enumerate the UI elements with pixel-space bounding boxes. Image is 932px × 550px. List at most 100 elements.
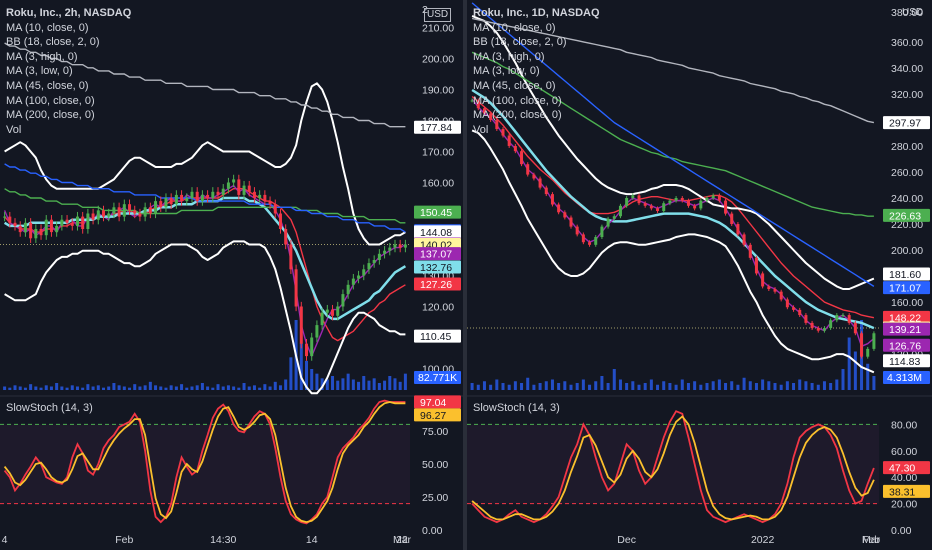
left-candle — [44, 219, 48, 236]
right-volume-bar — [569, 384, 573, 390]
right-candle — [748, 244, 752, 258]
right-x-tick: 2022 — [751, 534, 775, 546]
left-indicator-ma3-low[interactable]: MA (3, low, 0) — [6, 65, 73, 78]
left-volume-bar — [133, 384, 137, 390]
left-indicator-ma45[interactable]: MA (45, close, 0) — [6, 79, 89, 92]
left-price-label: 132.76 — [420, 262, 452, 274]
right-candle — [686, 200, 690, 206]
left-price-label-box — [414, 247, 461, 261]
right-series-line — [471, 129, 875, 374]
left-candle — [112, 207, 116, 214]
right-candle — [674, 198, 678, 201]
right-volume-bar — [711, 381, 715, 390]
right-volume-bar — [606, 383, 610, 390]
left-x-tick: Feb — [115, 534, 133, 546]
right-candle — [699, 200, 703, 209]
right-price-tick: 340.00 — [891, 63, 923, 75]
right-stoch-label-box — [883, 461, 930, 475]
left-indicator-ma100[interactable]: MA (100, close, 0) — [6, 94, 95, 107]
left-volume-bar — [190, 386, 194, 390]
right-volume-bar — [649, 379, 653, 390]
right-indicator-ma100[interactable]: MA (100, close, 0) — [473, 94, 562, 107]
right-price-tick: 220.00 — [891, 219, 923, 231]
left-indicator-vol[interactable]: Vol — [6, 123, 22, 136]
right-candle — [575, 226, 579, 235]
left-candle — [315, 325, 319, 338]
right-indicator-ma3-high[interactable]: MA (3, high, 0) — [473, 50, 545, 63]
left-chart-svg[interactable]: 2210.00200.00190.00180.00170.00160.00150… — [0, 0, 463, 550]
right-volume-bar — [835, 379, 839, 390]
right-indicator-ma3-low[interactable]: MA (3, low, 0) — [473, 65, 540, 78]
right-stoch-tick: 20.00 — [891, 499, 917, 511]
right-volume-bar — [637, 384, 641, 390]
left-indicator-ma10[interactable]: MA (10, close, 0) — [6, 21, 89, 34]
right-indicator-bb[interactable]: BB (18, close, 2, 0) — [473, 36, 567, 49]
left-candle — [367, 263, 371, 270]
right-volume-bar — [754, 383, 758, 390]
left-candle — [403, 244, 407, 248]
right-volume-bar — [804, 381, 808, 390]
right-chart-svg[interactable]: 380.00360.00340.00320.00300.00280.00260.… — [467, 0, 932, 550]
right-chart-pane[interactable]: 380.00360.00340.00320.00300.00280.00260.… — [467, 0, 932, 550]
left-candle — [34, 229, 38, 239]
right-candle — [705, 198, 709, 201]
right-candle — [581, 234, 585, 243]
left-volume-bar — [372, 378, 376, 390]
left-volume-bar — [305, 360, 308, 390]
right-price-label: 114.83 — [889, 356, 920, 368]
left-indicator-bb[interactable]: BB (18, close, 2, 0) — [6, 36, 100, 49]
left-price-label-box — [414, 260, 461, 274]
right-stoch-band — [467, 424, 879, 504]
left-candle — [206, 194, 210, 198]
right-indicator-ma10[interactable]: MA (10, close, 0) — [473, 21, 556, 34]
left-stoch-label[interactable]: SlowStoch (14, 3) — [6, 402, 93, 414]
right-price-tick: 320.00 — [891, 89, 923, 101]
right-volume-bar — [501, 383, 505, 390]
left-candle — [211, 191, 215, 198]
left-volume-bar — [29, 384, 33, 390]
left-series-line — [3, 184, 406, 357]
left-series-line — [4, 187, 406, 342]
right-volume-bar — [563, 381, 567, 390]
right-candle — [476, 100, 480, 109]
right-candle — [829, 320, 833, 329]
right-price-label: 148.22 — [889, 312, 921, 324]
left-candle — [216, 191, 220, 195]
left-candle — [39, 229, 43, 236]
right-volume-bar — [588, 384, 592, 390]
left-price-label-box — [414, 120, 461, 134]
left-volume-bar — [13, 385, 17, 390]
right-volume-bar — [495, 379, 499, 390]
left-candle — [299, 306, 303, 344]
left-stoch-label-box — [414, 395, 461, 409]
right-candle — [754, 257, 758, 274]
left-price-label: 177.84 — [420, 122, 452, 134]
left-currency-button[interactable]: USD — [424, 8, 452, 22]
left-volume-bar — [268, 386, 272, 390]
left-indicator-ma200[interactable]: MA (200, close, 0) — [6, 109, 95, 122]
left-candle — [305, 343, 308, 357]
left-x-tick: 14 — [306, 534, 318, 546]
right-stoch-label[interactable]: SlowStoch (14, 3) — [473, 402, 560, 414]
right-indicator-ma45[interactable]: MA (45, close, 0) — [473, 79, 556, 92]
right-indicator-vol[interactable]: Vol — [473, 123, 489, 136]
left-price-tick: 200.00 — [422, 54, 454, 66]
left-candle — [377, 253, 381, 260]
left-candle — [351, 278, 355, 285]
left-volume-bar — [102, 387, 105, 390]
right-candle — [489, 113, 493, 120]
left-candle — [336, 306, 340, 316]
left-indicator-ma3-high[interactable]: MA (3, high, 0) — [6, 50, 78, 63]
pane-divider — [463, 0, 467, 550]
left-candle — [55, 225, 59, 233]
right-series-line — [471, 95, 875, 319]
right-stoch-tick: 40.00 — [891, 472, 917, 484]
left-volume-bar — [128, 387, 132, 390]
right-currency-label[interactable]: USD — [902, 7, 924, 18]
right-indicator-ma200[interactable]: MA (200, close, 0) — [473, 109, 562, 122]
right-volume-bar — [699, 384, 703, 390]
right-x-tick: Dec — [617, 534, 636, 546]
left-volume-bar — [320, 378, 324, 390]
left-chart-pane[interactable]: 2210.00200.00190.00180.00170.00160.00150… — [0, 0, 463, 550]
left-candle — [164, 198, 168, 208]
